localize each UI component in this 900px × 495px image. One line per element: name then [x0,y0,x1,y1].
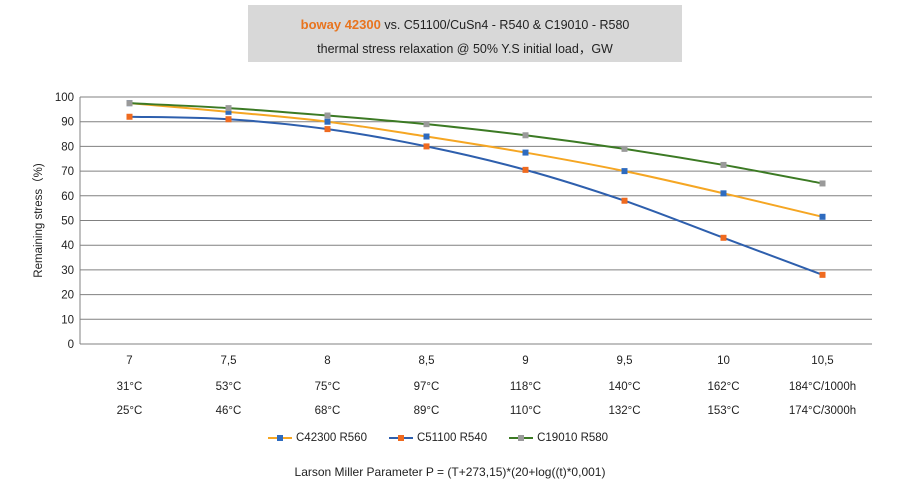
condition-label: 153°C [707,405,739,417]
legend-swatch [509,432,534,444]
y-tick-label: 0 [68,339,74,351]
chart-title-box: boway 42300 vs. C51100/CuSn4 - R540 & C1… [248,5,682,62]
chart-subtitle: thermal stress relaxation @ 50% Y.S init… [317,42,613,56]
y-axis-label: Remaining stress（%) [32,163,45,278]
condition-label: 75°C [315,381,341,393]
condition-label: 140°C [608,381,640,393]
y-tick-label: 60 [61,191,74,203]
chart-title-rest: vs. C51100/CuSn4 - R540 & C19010 - R580 [380,18,630,32]
series-line [129,115,823,276]
x-tick-label: 8 [324,355,330,367]
series-point [621,197,628,204]
condition-label: 174°C/3000h [789,405,856,417]
series-point [423,143,430,150]
y-tick-label: 40 [61,240,74,252]
legend-label: C19010 R580 [537,432,609,444]
condition-label: 31°C [117,381,143,393]
x-tick-label: 8,5 [419,355,435,367]
legend-item: C51100 R540 [388,432,488,444]
y-tick-label: 90 [61,117,74,129]
x-tick-label: 9,5 [617,355,633,367]
series-point [324,126,331,133]
condition-label: 89°C [414,405,440,417]
series-point [720,234,727,241]
condition-label: 184°C/1000h [789,381,856,393]
condition-label: 53°C [216,381,242,393]
legend-swatch [268,432,292,444]
series-point [225,105,232,112]
footer-formula: Larson Miller Parameter P = (T+273,15)*(… [294,465,606,479]
series-point [225,116,232,123]
series-point [324,118,331,125]
condition-label: 25°C [117,405,143,417]
legend-label: C51100 R540 [416,432,488,444]
y-tick-label: 30 [61,265,74,277]
series-point [126,113,133,120]
series-line [129,102,823,185]
condition-label: 68°C [315,405,341,417]
series-point [720,190,727,197]
series-point [621,145,628,152]
x-tick-label: 10 [717,355,730,367]
condition-label: 46°C [216,405,242,417]
series-point [126,100,133,107]
series-point [522,132,529,139]
legend-item: C19010 R580 [509,432,608,444]
series-point [522,166,529,173]
series-line [129,102,823,218]
y-tick-label: 80 [61,141,74,153]
series-point [324,112,331,119]
condition-label: 97°C [414,381,440,393]
series-point [423,121,430,128]
legend-item: C42300 R560 [268,432,367,444]
condition-label: 110°C [510,405,541,417]
series-point [819,271,826,278]
brand-name: boway 42300 [300,17,381,32]
legend: C42300 R560 C51100 R540 C19010 R580 [268,432,608,444]
series-point [720,161,727,168]
legend-label: C42300 R560 [296,432,367,444]
series-point [423,133,430,140]
series-point [819,180,826,187]
y-tick-label: 50 [61,216,74,228]
y-tick-label: 10 [61,314,74,326]
chart-title: boway 42300 vs. C51100/CuSn4 - R540 & C1… [248,17,682,32]
y-tick-label: 70 [61,166,74,178]
y-tick-label: 100 [55,92,74,104]
x-tick-label: 9 [522,355,528,367]
condition-label: 162°C [707,381,739,393]
series-point [522,149,529,156]
condition-label: 132°C [608,405,640,417]
x-tick-label: 7 [126,355,132,367]
series-point [819,213,826,220]
legend-swatch [388,432,413,444]
series-point [621,168,628,175]
y-tick-label: 20 [61,290,74,302]
series-point [225,108,232,115]
condition-label: 118°C [510,381,541,393]
chart-area: 0 10 20 30 40 50 60 70 80 90 100 Remaining stress（%… [32,92,872,417]
x-tick-label: 10,5 [811,355,833,367]
x-tick-label: 7,5 [221,355,237,367]
